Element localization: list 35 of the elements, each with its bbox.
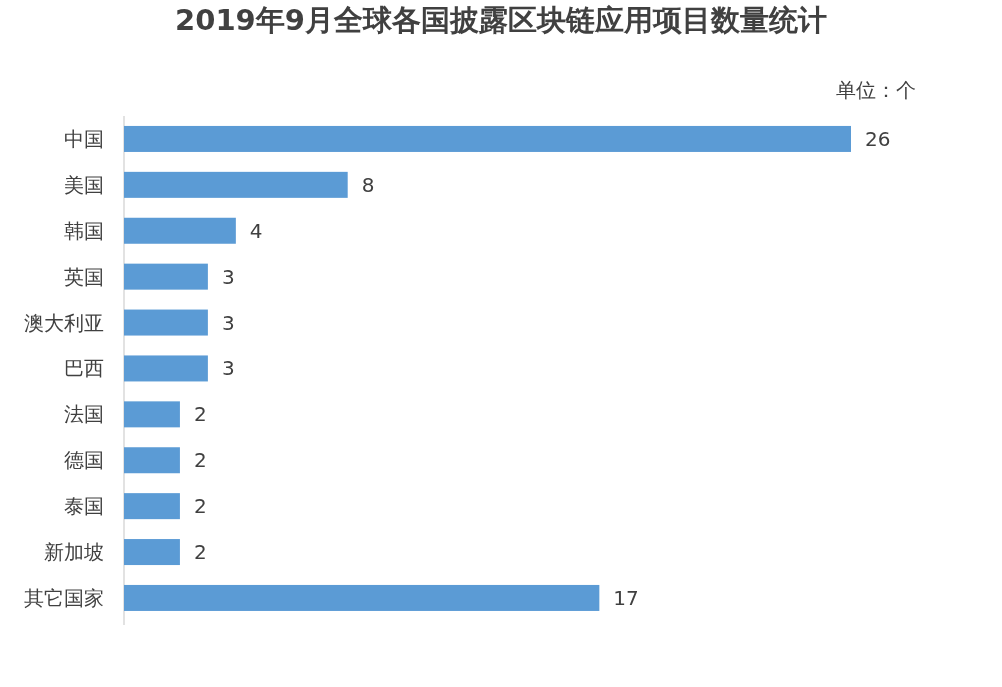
data-label: 2 xyxy=(193,494,207,519)
data-label: 3 xyxy=(221,264,235,289)
y-tick-label: 澳大利亚 xyxy=(24,310,104,335)
data-label: 26 xyxy=(865,126,891,151)
y-tick-label: 德国 xyxy=(64,448,104,473)
bar xyxy=(124,493,180,520)
y-tick-label: 中国 xyxy=(64,126,104,151)
data-label: 3 xyxy=(221,356,235,381)
y-tick-label: 巴西 xyxy=(64,356,104,381)
y-tick-label: 英国 xyxy=(64,264,104,289)
data-label: 8 xyxy=(361,172,375,197)
chart-title: 2019年9月全球各国披露区块链应用项目数量统计 xyxy=(175,3,827,37)
y-tick-label: 新加坡 xyxy=(44,540,104,565)
text: 单位：个 xyxy=(836,78,916,102)
bar xyxy=(124,355,208,382)
y-tick-label: 法国 xyxy=(64,402,104,427)
bar xyxy=(124,539,180,566)
y-tick-label: 韩国 xyxy=(64,218,104,243)
bar xyxy=(124,309,208,336)
bar xyxy=(124,401,180,428)
y-tick-label: 泰国 xyxy=(64,494,104,519)
data-label: 4 xyxy=(249,218,263,243)
y-tick-label: 其它国家 xyxy=(24,585,104,610)
bar xyxy=(124,125,851,152)
data-label: 2 xyxy=(193,448,207,473)
bar xyxy=(124,217,236,244)
bar xyxy=(124,171,348,198)
data-label: 3 xyxy=(221,310,235,335)
data-label: 2 xyxy=(193,402,207,427)
bar xyxy=(124,263,208,290)
bar xyxy=(124,584,600,611)
y-tick-label: 美国 xyxy=(64,172,104,197)
data-label: 17 xyxy=(613,585,639,610)
data-label: 2 xyxy=(193,540,207,565)
bar xyxy=(124,447,180,474)
